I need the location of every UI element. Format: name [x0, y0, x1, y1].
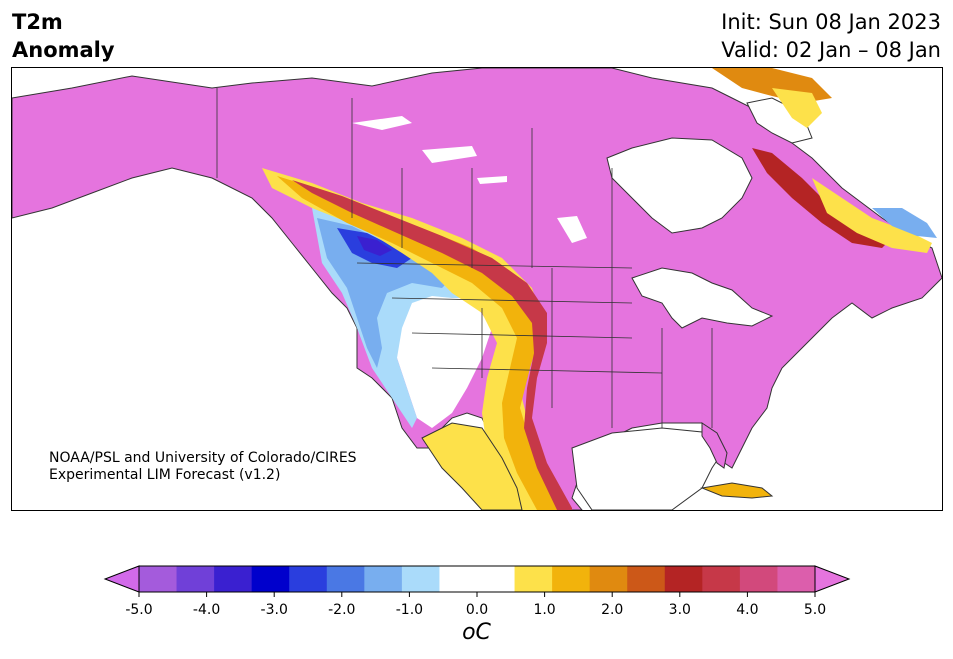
arctic-yellow-patch [772, 88, 822, 128]
colorbar-over-arrow [814, 565, 851, 593]
colorbar-tick-label: -5.0 [125, 602, 152, 618]
colorbar-bin [702, 566, 741, 592]
colorbar-bin [589, 566, 628, 592]
credit-line-2: Experimental LIM Forecast (v1.2) [49, 467, 281, 483]
colorbar-bin [627, 566, 666, 592]
baffin-bay [746, 97, 813, 144]
map-canvas [12, 68, 942, 510]
colorbar-bin [514, 566, 553, 592]
variable-name: T2m [12, 10, 63, 34]
mexico-warm [421, 422, 523, 510]
ice-patch-4 [557, 216, 587, 243]
colorbar-tick-label: 4.0 [736, 602, 758, 618]
credit-line-1: NOAA/PSL and University of Colorado/CIRE… [49, 450, 357, 466]
colorbar-tick-label: 3.0 [669, 602, 691, 618]
east-canada-cold [872, 208, 937, 238]
cold-region-medium [317, 218, 452, 368]
init-date: Init: Sun 08 Jan 2023 [721, 10, 941, 34]
colorbar-bin [214, 566, 253, 592]
variable-title: T2m Anomaly [12, 8, 115, 64]
colorbar-bin [176, 566, 215, 592]
hudson-bay [606, 137, 753, 234]
east-canada-warm-yellow [812, 178, 932, 253]
colorbar-under-arrow [103, 565, 140, 593]
colorbar-tick-label: -3.0 [261, 602, 288, 618]
colorbar-bin [739, 566, 778, 592]
colorbar-bin [664, 566, 703, 592]
colorbar-tick-label: 5.0 [804, 602, 826, 618]
colorbar: -5.0 -4.0 -3.0 -2.0 -1.0 0.0 1.0 2.0 3.0 4.0 5.0 [103, 565, 851, 618]
anomaly-map: NOAA/PSL and University of Colorado/CIRE… [11, 67, 943, 511]
great-lakes [631, 267, 774, 329]
colorbar-unit: oC [0, 620, 953, 645]
colorbar-bin [251, 566, 290, 592]
date-title: Init: Sun 08 Jan 2023 Valid: 02 Jan – 08… [721, 8, 941, 64]
gulf-of-mexico [571, 427, 723, 510]
map-credit: NOAA/PSL and University of Colorado/CIRE… [49, 450, 357, 484]
valid-range: Valid: 02 Jan – 08 Jan [721, 38, 941, 62]
variable-type: Anomaly [12, 38, 115, 62]
warm-band-red [292, 180, 572, 510]
colorbar-bin [326, 566, 365, 592]
colorbar-bin [364, 566, 403, 592]
colorbar-ticks: -5.0 -4.0 -3.0 -2.0 -1.0 0.0 1.0 2.0 3.0 4.0 5.0 [125, 592, 826, 618]
colorbar-bin [289, 566, 328, 592]
colorbar-bin [139, 566, 178, 592]
ice-patch-2 [422, 146, 477, 163]
colorbar-tick-label: -1.0 [396, 602, 423, 618]
ice-patch-1 [352, 116, 412, 130]
florida [701, 422, 728, 469]
colorbar-bin [552, 566, 591, 592]
cuba [700, 482, 774, 499]
southwest-neutral [392, 293, 492, 428]
colorbar-tick-label: -4.0 [193, 602, 220, 618]
colorbar-tick-label: 2.0 [601, 602, 623, 618]
colorbar-bin [477, 566, 516, 592]
unit-text: oC [462, 620, 491, 645]
colorbar-bin [439, 566, 478, 592]
cold-region-core [357, 236, 392, 256]
colorbar-tick-label: 1.0 [533, 602, 555, 618]
colorbar-bins [103, 565, 851, 593]
colorbar-tick-label: -2.0 [328, 602, 355, 618]
colorbar-bin [401, 566, 440, 592]
political-boundaries [216, 88, 713, 428]
colorbar-tick-label: 0.0 [466, 602, 488, 618]
ice-patch-3 [477, 176, 507, 184]
colorbar-bin [777, 566, 816, 592]
